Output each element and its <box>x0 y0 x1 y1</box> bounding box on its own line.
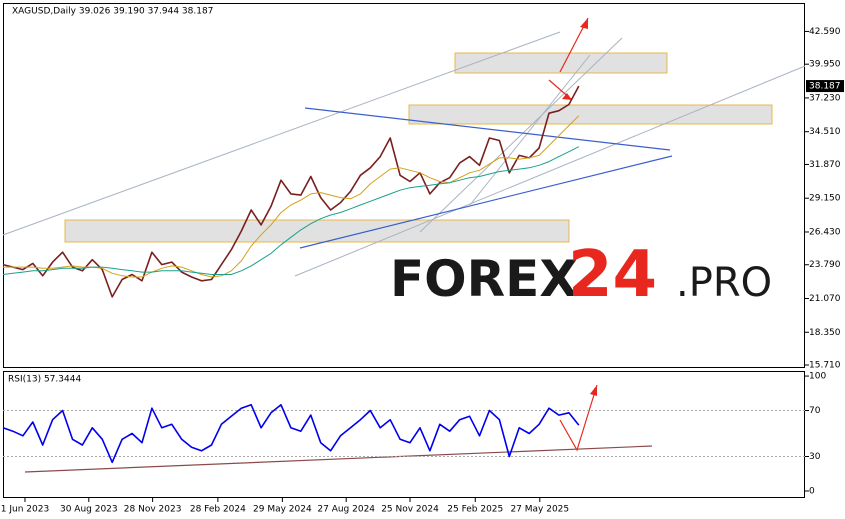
y-tick-label: 100 <box>809 372 826 382</box>
zone <box>64 219 570 243</box>
x-tick-label: 25 Feb 2025 <box>447 505 503 515</box>
arrow-head <box>590 385 597 396</box>
x-tick-label: 29 May 2024 <box>253 505 312 515</box>
arrow-head <box>562 93 572 100</box>
y-tick-label: 30 <box>809 452 821 462</box>
y-tick-label: 39.950 <box>809 60 841 70</box>
annotations <box>2 17 806 473</box>
series-line <box>3 115 580 278</box>
x-tick-label: 27 May 2025 <box>510 505 569 515</box>
arrow <box>559 384 598 452</box>
y-tick-label: 70 <box>809 406 821 416</box>
y-tick-label: 31.870 <box>809 160 841 170</box>
rsi-title: RSI(13) 57.3444 <box>8 375 81 385</box>
channel-line <box>469 54 591 206</box>
y-tick-label: 37.230 <box>809 93 841 103</box>
watermark-part: FOREX <box>390 250 578 308</box>
watermark-part: .PRO <box>676 260 772 306</box>
zone <box>454 52 668 74</box>
y-tick-label: 42.590 <box>809 27 841 37</box>
series-line <box>2 404 580 464</box>
y-tick-label: 26.430 <box>809 227 841 237</box>
y-tick-label: 29.150 <box>809 194 841 204</box>
x-tick-label: 28 Nov 2023 <box>124 505 182 515</box>
series-line <box>2 85 580 298</box>
price-label: 38.187 <box>809 82 841 92</box>
x-tick-label: 25 Nov 2024 <box>381 505 439 515</box>
watermark-part: 24 <box>568 238 657 312</box>
chart-title: XAGUSD,Daily 39.026 39.190 37.944 38.187 <box>12 7 213 17</box>
y-tick-label: 0 <box>809 486 815 496</box>
series-line <box>2 146 580 275</box>
price-panel <box>3 3 805 368</box>
rsi-panel <box>3 371 805 498</box>
y-tick-label: 18.350 <box>809 328 841 338</box>
y-tick-label: 23.790 <box>809 260 841 270</box>
watermark: FOREX 24 .PRO <box>390 238 772 312</box>
arrow-head <box>580 18 588 29</box>
trend-line <box>299 155 673 249</box>
x-tick-label: 30 Aug 2023 <box>60 505 118 515</box>
trend-line <box>304 107 671 151</box>
x-tick-label: 28 Feb 2024 <box>190 505 246 515</box>
zone <box>408 104 773 125</box>
channel-line <box>294 65 806 277</box>
price-label-box <box>806 80 844 93</box>
x-tick-label: 1 Jun 2023 <box>1 505 49 515</box>
y-tick-label: 21.070 <box>809 294 841 304</box>
y-tick-label: 15.710 <box>809 361 841 371</box>
x-tick-label: 27 Aug 2024 <box>317 505 375 515</box>
y-tick-label: 34.510 <box>809 127 841 137</box>
rsi-trend-line <box>24 445 653 473</box>
channel-line <box>419 37 623 233</box>
channel-line <box>2 31 561 236</box>
